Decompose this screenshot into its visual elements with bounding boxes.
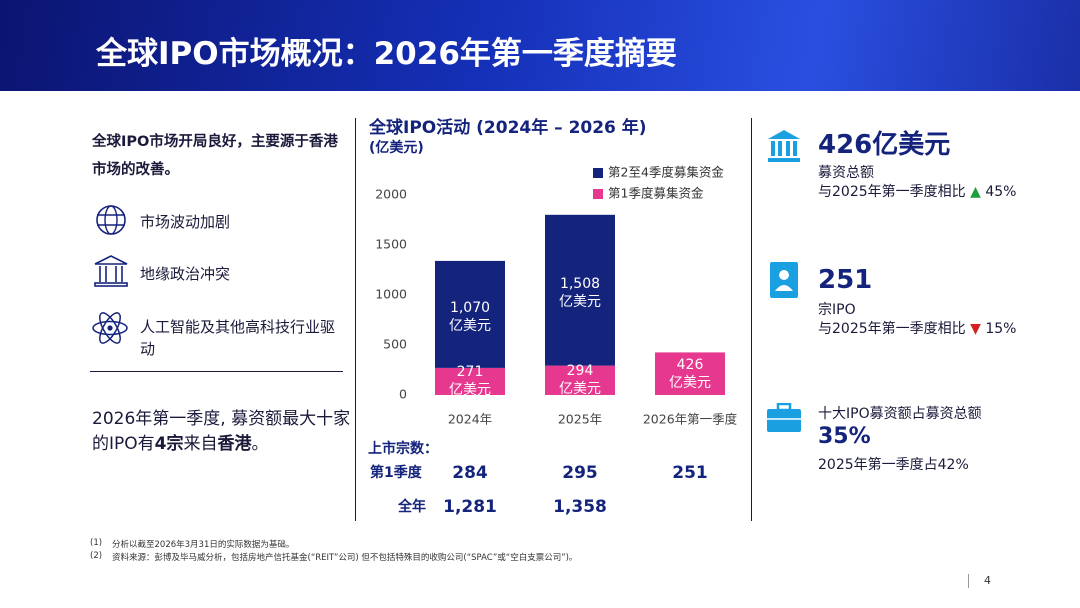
y-tick-label: 500 <box>383 337 407 352</box>
listing-count: 284 <box>452 463 488 483</box>
data-label: 1,070 亿美元 <box>449 300 491 335</box>
row-label: 全年 <box>398 499 426 515</box>
chart-title: 全球IPO活动 (2024年 – 2026 年) <box>368 117 647 138</box>
y-tick-label: 1000 <box>375 287 407 302</box>
listing-count: 1,281 <box>443 497 497 517</box>
listing-count: 295 <box>562 463 598 483</box>
bar-segment <box>435 260 505 368</box>
x-tick-label: 2025年 <box>558 412 602 427</box>
data-label: 271 亿美元 <box>449 364 491 399</box>
y-tick-label: 0 <box>399 387 407 402</box>
compare-text: 与2025年第一季度相比 <box>818 184 966 200</box>
data-label: 426 亿美元 <box>669 356 711 391</box>
stat-headline: 35% <box>818 424 871 449</box>
slide-title: 全球IPO市场概况：2026年第一季度摘要 <box>96 36 677 72</box>
footer-divider <box>968 574 969 588</box>
stat-headline: 426亿美元 <box>818 130 951 160</box>
id-icon <box>770 262 798 298</box>
atom-icon <box>92 312 128 344</box>
text-run: 4宗 <box>154 434 184 454</box>
footnote-marker: (1) <box>90 538 103 548</box>
footnote-text: 分析以截至2026年3月31日的实际数据为基础。 <box>112 540 295 550</box>
header-banner <box>0 0 1080 91</box>
chart-subtitle: (亿美元) <box>369 139 424 156</box>
y-tick-label: 1500 <box>375 237 407 252</box>
left-divider <box>90 371 343 372</box>
x-tick-label: 2026年第一季度 <box>643 412 738 427</box>
factor-item: 地缘政治冲突 <box>140 265 231 283</box>
text-run: 2026年第一季度, 募资额最大十家的IPO有 <box>92 409 351 454</box>
bar-segment <box>545 214 615 366</box>
x-tick-label: 2024年 <box>448 412 492 427</box>
page-number: 4 <box>984 574 991 587</box>
bar-segment <box>435 367 505 395</box>
legend-swatch <box>593 168 603 178</box>
bar-segment <box>545 365 615 395</box>
y-tick-label: 2000 <box>375 187 407 202</box>
up-arrow: ▲ <box>970 184 981 200</box>
change-value: 15% <box>985 321 1017 337</box>
legend-swatch <box>593 189 603 199</box>
stat-compare: 2025年第一季度占42% <box>818 457 969 473</box>
divider <box>751 118 752 521</box>
stat-caption: 十大IPO募资额占募资总额 <box>818 406 982 422</box>
stat-compare: 与2025年第一季度相比 ▲ 45% <box>818 181 1016 201</box>
bar-segment <box>655 352 725 395</box>
stat-compare: 与2025年第一季度相比 ▼ 15% <box>818 318 1016 338</box>
legend-label: 第1季度募集资金 <box>608 186 704 201</box>
listing-count: 1,358 <box>553 497 607 517</box>
factor-item: 市场波动加剧 <box>140 213 231 231</box>
chart: 全球IPO活动 (2024年 – 2026 年)(亿美元) 0 500 1000 150… <box>368 117 738 427</box>
change-value: 45% <box>985 184 1017 200</box>
text-run: 来自 <box>183 434 218 454</box>
listings-title: 上市宗数： <box>368 441 438 457</box>
data-label: 1,508 亿美元 <box>559 276 601 311</box>
stat-caption: 宗IPO <box>818 302 856 318</box>
down-arrow: ▼ <box>970 321 981 337</box>
compare-text: 与2025年第一季度相比 <box>818 321 966 337</box>
highlight-text: 2026年第一季度, 募资额最大十家的IPO有4宗来自香港。 <box>92 407 352 457</box>
bank-icon <box>768 130 800 162</box>
text-run: 。 <box>251 434 269 454</box>
text-run: 香港 <box>217 434 252 454</box>
building-icon <box>94 255 128 287</box>
legend-label: 第2至4季度募集资金 <box>608 165 724 180</box>
footnote-marker: (2) <box>90 551 103 561</box>
stat-headline: 251 <box>818 265 873 295</box>
listing-count: 251 <box>672 463 708 483</box>
stat-caption: 募资总额 <box>818 165 874 181</box>
data-label: 294 亿美元 <box>559 363 601 398</box>
chart-area: 全球IPO活动 (2024年 – 2026 年) (亿美元) 0 500 1000 150… <box>355 100 751 430</box>
divider <box>355 118 356 521</box>
factor-item: 人工智能及其他高科技行业驱动 <box>140 318 336 358</box>
row-label: 第1季度 <box>370 465 422 481</box>
intro-text: 全球IPO市场开局良好，主要源于香港市场的改善。 <box>92 134 338 178</box>
globe-icon <box>96 205 126 235</box>
footnote-text: 资料来源：彭博及毕马威分析，包括房地产信托基金(“REIT”公司) 但不包括特殊… <box>112 553 578 563</box>
briefcase-icon <box>767 403 801 432</box>
